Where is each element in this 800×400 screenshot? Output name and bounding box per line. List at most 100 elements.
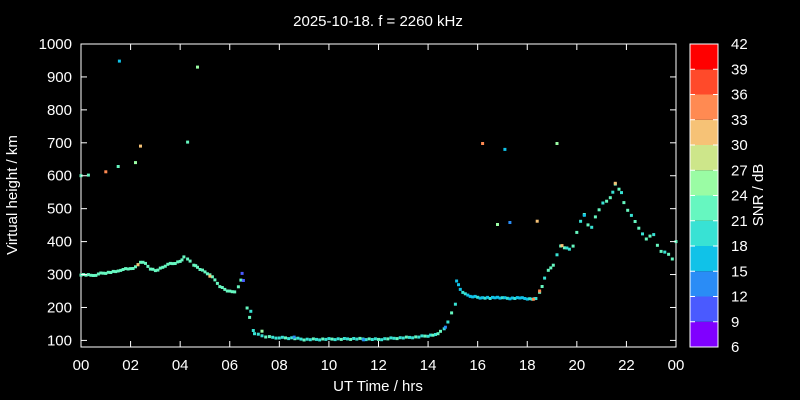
data-point [483,296,487,300]
colorbar-tick-label: 33 [731,112,748,129]
data-point [111,269,115,273]
data-point [429,333,433,337]
data-point [608,196,612,200]
data-point [109,271,113,274]
data-point [471,295,475,299]
data-point [114,270,118,274]
data-point [364,338,368,342]
data-point [236,285,240,289]
data-point [241,279,245,282]
colorbar-band [690,170,718,196]
data-point [240,271,244,275]
data-point [590,225,594,229]
data-point [450,311,454,315]
data-point [493,296,497,300]
y-tick-label: 800 [47,102,72,119]
data-point [126,267,130,271]
y-tick-label: 300 [47,267,72,284]
data-point [196,265,199,269]
data-point [134,161,137,165]
data-point [461,290,465,294]
data-point [248,315,252,319]
data-point [367,337,371,341]
data-point [194,264,198,268]
data-point [336,337,340,341]
data-point [311,337,315,341]
data-point [463,292,467,296]
y-axis-label: Virtual height / km [4,135,21,255]
colorbar-band [690,220,718,246]
data-point [389,336,393,340]
colorbar: 6 9 12 15 18 21 24 27 30 33 36 39 42 [689,36,748,356]
colorbar-band [690,195,718,221]
x-tick-label: 16 [469,357,486,374]
data-point [220,286,224,289]
data-point [617,187,621,191]
y-tick-label: 1000 [39,36,72,53]
data-point [218,285,222,289]
data-point [392,336,396,340]
data-point [593,215,597,219]
data-point [274,336,278,340]
data-point [560,244,564,248]
data-point [540,285,544,288]
data-point [89,273,93,277]
data-point [355,337,359,341]
data-point [318,338,322,342]
data-point [287,337,291,341]
data-point [251,329,255,332]
data-point [370,338,374,341]
data-point [339,337,343,341]
data-point [330,337,334,341]
data-point [104,271,108,275]
data-point [327,337,331,341]
data-point [503,147,507,151]
data-point [629,213,633,217]
data-point [597,208,601,212]
data-point [178,259,182,263]
data-point [531,297,535,301]
x-tick-label: 10 [321,357,338,374]
data-point [486,295,490,299]
data-point [233,290,237,294]
colorbar-band [690,296,718,322]
data-point [466,293,470,297]
data-point [201,268,204,272]
data-point [280,335,284,339]
colorbar-tick-label: 15 [731,263,748,280]
data-point [141,260,145,264]
plot-area [79,43,678,348]
x-tick-label: 12 [370,357,387,374]
data-point [555,142,559,145]
data-point [186,257,190,261]
data-point [605,199,609,203]
data-point [94,273,98,277]
data-point [146,264,150,268]
data-point [473,294,477,298]
data-point [324,337,328,341]
data-point [622,201,626,205]
data-point [308,338,312,342]
colorbar-label: SNR / dB [750,164,767,227]
data-point [551,263,555,267]
data-point [106,270,110,274]
data-point [84,273,88,277]
x-tick-label: 18 [519,357,536,374]
data-point [398,336,402,340]
data-point [228,289,232,293]
data-point [457,283,460,287]
x-tick-label: 08 [271,357,288,374]
data-point [571,244,575,248]
data-point [586,223,590,227]
data-point [153,269,157,273]
data-point [579,219,583,223]
data-point [117,59,121,63]
data-point [644,237,648,241]
data-point [528,297,532,301]
data-point [377,337,380,341]
data-point [260,334,264,338]
data-point [503,296,507,300]
x-tick-label: 00 [668,357,685,374]
data-point [380,338,384,342]
data-point [352,337,356,340]
